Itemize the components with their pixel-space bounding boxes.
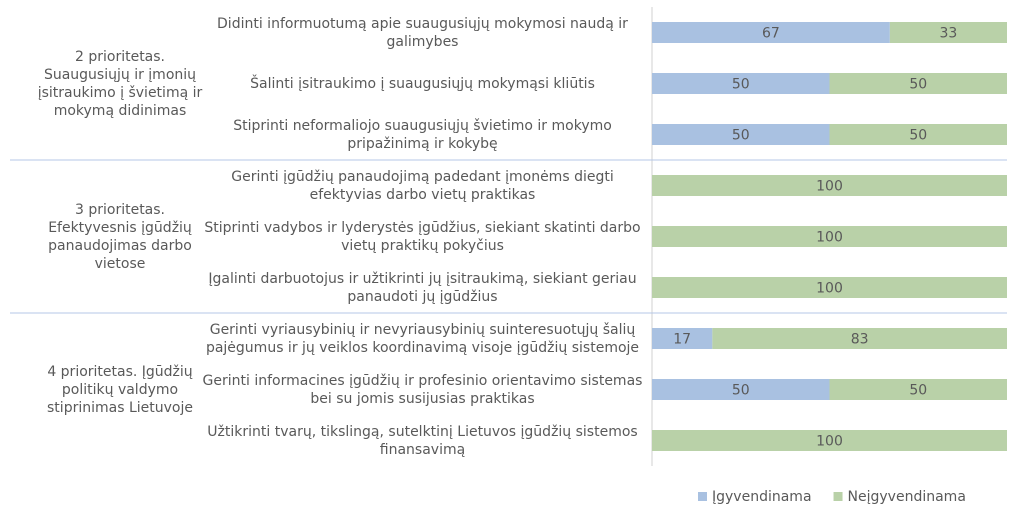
bar-segment	[652, 73, 830, 94]
legend-label: Neįgyvendinama	[848, 489, 966, 505]
value-label: 17	[673, 332, 691, 348]
value-label: 50	[732, 128, 750, 144]
bar-segment	[652, 430, 1007, 451]
bar-segment	[652, 124, 830, 145]
value-label: 83	[851, 332, 869, 348]
category-label: Stiprinti vadybos ir lyderystės įgūdžius…	[204, 219, 641, 254]
bar-segment	[829, 124, 1007, 145]
legend-label: Įgyvendinama	[712, 489, 812, 505]
value-label: 50	[732, 77, 750, 93]
bar-segment	[652, 328, 713, 349]
bar-segment	[829, 379, 1007, 400]
category-label: Gerinti įgūdžių panaudojimą padedant įmo…	[231, 168, 614, 203]
bar-segment	[652, 277, 1007, 298]
value-label: 50	[909, 77, 927, 93]
bar-segment	[889, 22, 1007, 43]
value-label: 50	[732, 383, 750, 399]
legend-swatch	[698, 492, 707, 501]
group-label: 4 prioritetas. Įgūdžių politikų valdymo …	[47, 363, 193, 416]
value-label: 100	[816, 179, 843, 195]
value-label: 50	[909, 383, 927, 399]
bar-segment	[652, 22, 890, 43]
value-label: 50	[909, 128, 927, 144]
legend-swatch	[833, 492, 843, 501]
bar-segment	[652, 379, 830, 400]
category-label: Gerinti informacines įgūdžių ir profesin…	[202, 372, 643, 407]
value-label: 100	[816, 434, 843, 450]
category-label: Stiprinti neformaliojo suaugusiųjų šviet…	[233, 117, 612, 152]
group-label: 2 prioritetas. Suaugusiųjų ir įmonių įsi…	[37, 48, 203, 119]
category-label: Užtikrinti tvarų, tikslingą, sutelktinį …	[207, 423, 638, 458]
group-label: 3 prioritetas. Efektyvesnis įgūdžių pana…	[48, 201, 192, 272]
value-label: 67	[762, 26, 780, 42]
category-label: Didinti informuotumą apie suaugusiųjų mo…	[217, 15, 628, 50]
category-label: Gerinti vyriausybinių ir nevyriausybinių…	[205, 321, 640, 356]
bar-segment	[652, 226, 1007, 247]
bar-segment	[712, 328, 1007, 349]
category-label: Šalinti įsitraukimo į suaugusiųjų mokymą…	[250, 75, 595, 92]
category-label: Įgalinti darbuotojus ir užtikrinti jų įs…	[208, 270, 637, 305]
value-label: 33	[940, 26, 958, 42]
value-label: 100	[816, 230, 843, 246]
value-label: 100	[816, 281, 843, 297]
bar-segment	[829, 73, 1007, 94]
bar-segment	[652, 175, 1007, 196]
